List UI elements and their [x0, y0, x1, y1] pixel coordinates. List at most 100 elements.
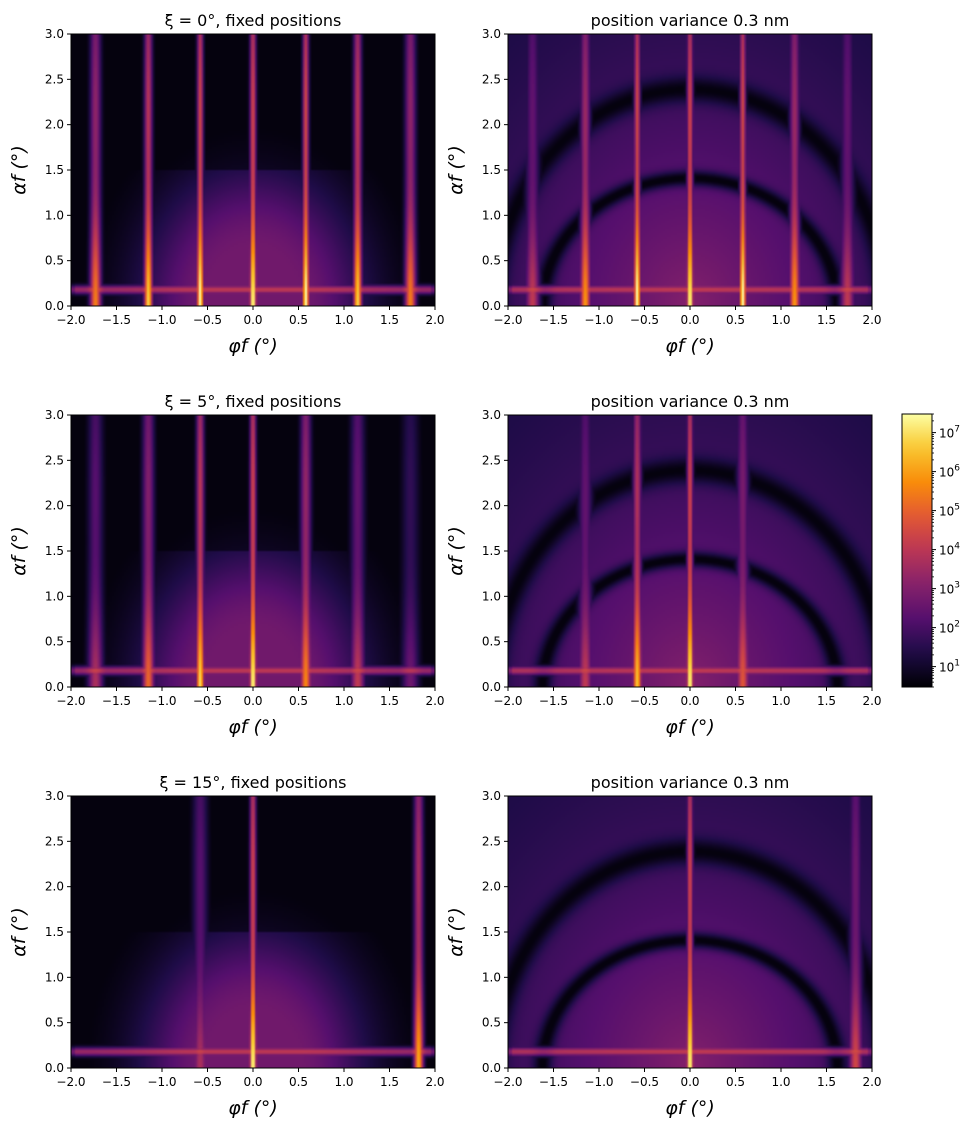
x-tick-label: 0.5 — [289, 1075, 308, 1089]
subplot-1: −2.0 −1.5 −1.0 −0.5 0.0 0.5 1.0 1.5 2.0 0.0 0.5 1.0… — [8, 11, 445, 357]
x-tick-label: 2.0 — [425, 1075, 444, 1089]
x-tick-label: 0.0 — [680, 694, 699, 708]
x-tick-label: −1.0 — [584, 313, 613, 327]
colorbar: 101 102 103 104 105 106 107 — [901, 413, 960, 688]
x-tick-label: 0.5 — [726, 1075, 745, 1089]
y-tick-label: 3.0 — [45, 789, 64, 803]
x-tick-label: 0.5 — [726, 313, 745, 327]
y-tick-label: 1.5 — [45, 925, 64, 939]
colorbar-tick-label: 102 — [939, 620, 960, 636]
x-tick-label: 1.0 — [771, 694, 790, 708]
y-tick-label: 1.0 — [482, 970, 501, 984]
y-tick-label: 0.5 — [45, 635, 64, 649]
x-tick-label: 1.5 — [380, 313, 399, 327]
subplot-4: −2.0 −1.5 −1.0 −0.5 0.0 0.5 1.0 1.5 2.0 0.0 0.5 1.0… — [445, 392, 882, 738]
x-tick-label: 2.0 — [862, 694, 881, 708]
x-axis-label: φf (°) — [665, 335, 715, 357]
y-tick-label: 2.0 — [482, 880, 501, 894]
y-tick-label: 0.0 — [482, 1061, 501, 1075]
x-tick-label: 1.0 — [334, 694, 353, 708]
x-tick-label: 0.0 — [680, 1075, 699, 1089]
y-tick-label: 3.0 — [482, 408, 501, 422]
y-tick-label: 2.0 — [45, 499, 64, 513]
x-tick-label: 0.5 — [726, 694, 745, 708]
x-tick-label: −2.0 — [493, 313, 522, 327]
y-tick-label: 1.5 — [482, 925, 501, 939]
x-axis-label: φf (°) — [665, 716, 715, 738]
x-tick-label: −1.5 — [539, 1075, 568, 1089]
x-tick-label: −1.0 — [147, 1075, 176, 1089]
x-tick-label: 1.5 — [380, 694, 399, 708]
x-tick-label: −1.5 — [102, 694, 131, 708]
y-tick-label: 2.5 — [45, 453, 64, 467]
subplot-3: −2.0 −1.5 −1.0 −0.5 0.0 0.5 1.0 1.5 2.0 0.0 0.5 1.0… — [8, 392, 445, 738]
y-tick-label: 2.0 — [482, 118, 501, 132]
colorbar-tick-label: 107 — [939, 425, 960, 441]
x-tick-label: 1.0 — [771, 313, 790, 327]
heatmap-image — [71, 415, 435, 687]
y-tick-label: 0.5 — [45, 254, 64, 268]
y-tick-label: 0.5 — [482, 254, 501, 268]
subplot-title: ξ = 0°, fixed positions — [165, 11, 342, 30]
x-tick-label: 2.0 — [862, 313, 881, 327]
y-axis-label: αf (°) — [445, 145, 467, 195]
x-tick-label: −0.5 — [630, 313, 659, 327]
colorbar-gradient — [901, 413, 933, 688]
panels: −2.0 −1.5 −1.0 −0.5 0.0 0.5 1.0 1.5 2.0 0.0 0.5 1.0… — [8, 11, 882, 1119]
x-tick-label: −0.5 — [630, 694, 659, 708]
x-tick-label: 1.0 — [771, 1075, 790, 1089]
x-tick-label: 1.5 — [380, 1075, 399, 1089]
y-tick-label: 1.5 — [45, 163, 64, 177]
x-tick-label: −1.0 — [147, 313, 176, 327]
x-tick-label: 0.5 — [289, 694, 308, 708]
y-axis-label: αf (°) — [8, 907, 30, 957]
x-tick-label: −2.0 — [56, 694, 85, 708]
subplot-title: position variance 0.3 nm — [591, 392, 790, 411]
heatmap-image — [71, 34, 435, 306]
y-tick-label: 3.0 — [45, 27, 64, 41]
subplot-5: −2.0 −1.5 −1.0 −0.5 0.0 0.5 1.0 1.5 2.0 0.0 0.5 1.0… — [8, 773, 445, 1119]
y-tick-label: 1.0 — [45, 208, 64, 222]
x-tick-label: 2.0 — [425, 313, 444, 327]
x-tick-label: 1.5 — [817, 313, 836, 327]
y-tick-label: 3.0 — [45, 408, 64, 422]
y-tick-label: 0.5 — [45, 1016, 64, 1030]
y-tick-label: 3.0 — [482, 27, 501, 41]
x-tick-label: −1.0 — [584, 694, 613, 708]
y-tick-label: 0.0 — [45, 680, 64, 694]
y-axis-label: αf (°) — [445, 907, 467, 957]
y-tick-label: 2.5 — [482, 834, 501, 848]
y-axis-label: αf (°) — [8, 145, 30, 195]
y-tick-label: 0.0 — [482, 299, 501, 313]
subplot-2: −2.0 −1.5 −1.0 −0.5 0.0 0.5 1.0 1.5 2.0 0.0 0.5 1.0… — [445, 11, 882, 357]
x-tick-label: 0.0 — [243, 313, 262, 327]
y-axis-label: αf (°) — [8, 526, 30, 576]
x-tick-label: 0.5 — [289, 313, 308, 327]
subplot-title: position variance 0.3 nm — [591, 773, 790, 792]
x-tick-label: −1.5 — [539, 313, 568, 327]
x-tick-label: −2.0 — [493, 1075, 522, 1089]
x-tick-label: −0.5 — [193, 1075, 222, 1089]
y-tick-label: 0.5 — [482, 1016, 501, 1030]
y-tick-label: 1.5 — [482, 544, 501, 558]
subplot-title: ξ = 15°, fixed positions — [160, 773, 347, 792]
colorbar-tick-label: 104 — [939, 542, 960, 558]
x-tick-label: −2.0 — [56, 313, 85, 327]
y-tick-label: 1.0 — [45, 970, 64, 984]
x-tick-label: 0.0 — [680, 313, 699, 327]
y-tick-label: 2.5 — [482, 453, 501, 467]
x-tick-label: 1.5 — [817, 1075, 836, 1089]
y-tick-label: 1.0 — [482, 208, 501, 222]
y-tick-label: 0.0 — [45, 299, 64, 313]
y-axis-label: αf (°) — [445, 526, 467, 576]
x-tick-label: 2.0 — [425, 694, 444, 708]
colorbar-tick-label: 103 — [939, 581, 960, 597]
x-axis-label: φf (°) — [228, 335, 278, 357]
y-tick-label: 0.0 — [45, 1061, 64, 1075]
heatmap-image — [508, 415, 872, 687]
heatmap-image — [508, 796, 872, 1068]
x-axis-label: φf (°) — [228, 716, 278, 738]
y-tick-label: 2.0 — [482, 499, 501, 513]
x-tick-label: −1.0 — [147, 694, 176, 708]
x-axis-label: φf (°) — [665, 1097, 715, 1119]
